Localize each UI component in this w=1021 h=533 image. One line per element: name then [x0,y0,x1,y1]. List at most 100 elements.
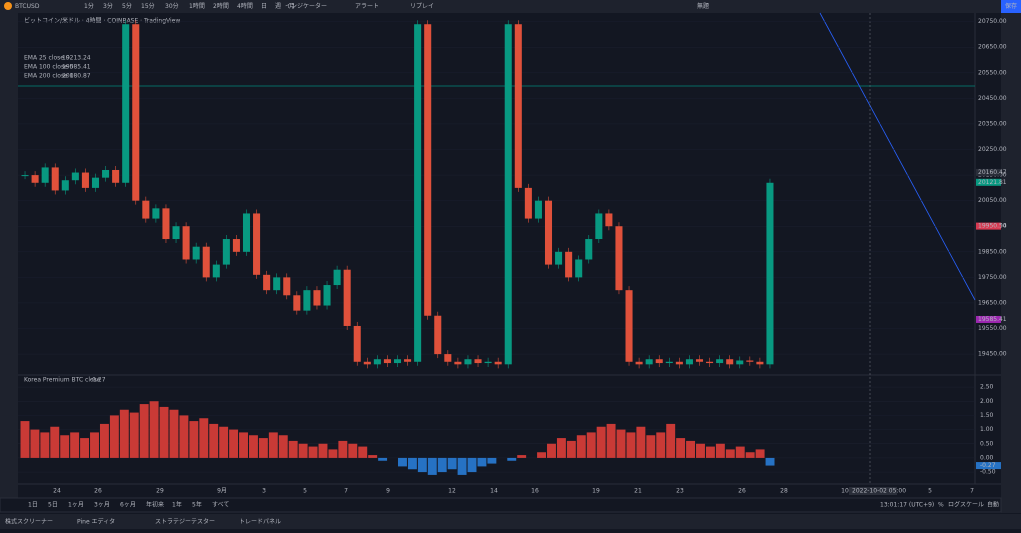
candle [504,24,512,365]
range-button[interactable]: 6ヶ月 [120,502,136,509]
histogram-bar [139,404,149,458]
interval[interactable]: 1時間 [189,2,205,10]
candle [484,361,492,364]
interval[interactable]: 1分 [84,2,94,10]
candle [41,167,49,183]
candle [333,269,341,286]
candle [132,24,140,201]
candle [31,175,39,183]
interval[interactable]: 週 [275,2,281,10]
candle [373,359,381,365]
sub-legend-value: -0.27 [90,377,106,384]
range-button[interactable]: 3ヶ月 [94,502,110,509]
interval[interactable]: 月 [289,3,295,10]
bottom-panel [0,514,1021,529]
price-flag-label: 19585.41 [978,316,1007,323]
histogram-bar [298,443,308,458]
candle [81,172,89,188]
candle [706,361,714,364]
histogram-bar [109,415,119,458]
symbol[interactable]: BTCUSD [15,3,40,10]
range-button[interactable]: 5日 [48,502,58,509]
histogram-bar [318,443,328,458]
range-button[interactable]: 年初来 [146,501,164,509]
candle [242,213,251,252]
date-label: 16 [531,488,539,495]
panel-tab[interactable]: トレードパネル [239,519,281,526]
panel-tab[interactable]: Pine エディタ [77,518,115,526]
percent-toggle[interactable]: % [938,502,944,509]
histogram-bar [427,457,437,475]
interval[interactable]: 15分 [141,2,155,10]
sub-tick-label: 1.00 [980,426,994,433]
histogram-bar [666,423,676,458]
candle [434,315,442,355]
candle [534,200,542,219]
price-flag-label: 20160.47 [978,169,1007,176]
candle [565,251,573,278]
interval[interactable]: 3分 [103,2,113,10]
histogram-bar [467,457,477,473]
histogram-bar [765,457,775,466]
date-label: 28 [780,488,788,495]
interval[interactable]: 30分 [165,2,179,10]
candle [363,361,371,365]
interval[interactable]: 2時間 [213,2,229,10]
candle [635,361,643,365]
date-label: 2022-10-02 05:00 [852,488,906,495]
interval[interactable]: 日 [261,3,267,10]
histogram-bar [686,440,696,458]
candle [685,359,693,365]
range-button[interactable]: 1ヶ月 [68,502,84,509]
date-label: 10 [841,488,849,495]
sub-tick-label: 2.50 [980,384,994,391]
histogram-bar [119,409,129,458]
price-tick-label: 20450.00 [978,95,1007,102]
histogram-bar [348,443,358,458]
price-tick-label: 19650.00 [978,299,1007,306]
date-label: 5 [303,488,307,495]
log-toggle[interactable]: ログスケール [948,501,984,509]
histogram-bar [556,438,566,458]
histogram-bar [199,418,209,458]
value-flag [976,462,1001,470]
histogram-bar [457,457,467,475]
panel-tab[interactable]: 株式スクリーナー [5,518,53,526]
date-label: 29 [156,488,164,495]
publish-button[interactable] [1001,0,1021,13]
candle [91,177,100,188]
histogram-bar [576,435,586,458]
date-label: 26 [738,488,746,495]
indicators-button[interactable]: インジケーター [285,2,327,10]
candle [514,24,522,188]
right-sidebar [1001,13,1021,513]
candle [454,361,462,365]
interval[interactable]: 5分 [122,2,132,10]
candle [615,226,623,291]
alert-button[interactable]: アラート [355,3,379,10]
sub-tick-label: -0.50 [980,469,996,476]
candle [625,290,633,362]
panel-tab[interactable]: ストラテジーテスター [155,518,215,526]
range-button[interactable]: 1日 [28,502,38,509]
auto-toggle[interactable]: 自動 [987,501,999,509]
range-button[interactable]: 1年 [172,501,182,509]
candle [716,359,724,364]
candle [192,246,200,260]
trend-line [819,12,976,301]
price-flag [976,178,1001,186]
interval[interactable]: 4時間 [237,2,253,10]
candle [122,24,130,183]
layout-name[interactable]: 無題 [697,2,709,10]
candle [313,290,321,306]
range-button[interactable]: すべて [212,502,229,509]
save-button[interactable]: 保存 [1005,2,1017,10]
range-button[interactable]: 5年 [192,501,202,509]
candle [253,213,261,275]
replay-button[interactable]: リプレイ [410,3,434,10]
price-tick-label: 19550.00 [978,325,1007,332]
histogram-bar [20,421,30,458]
candle [162,208,170,240]
candle [695,359,704,362]
histogram-bar [169,409,179,458]
